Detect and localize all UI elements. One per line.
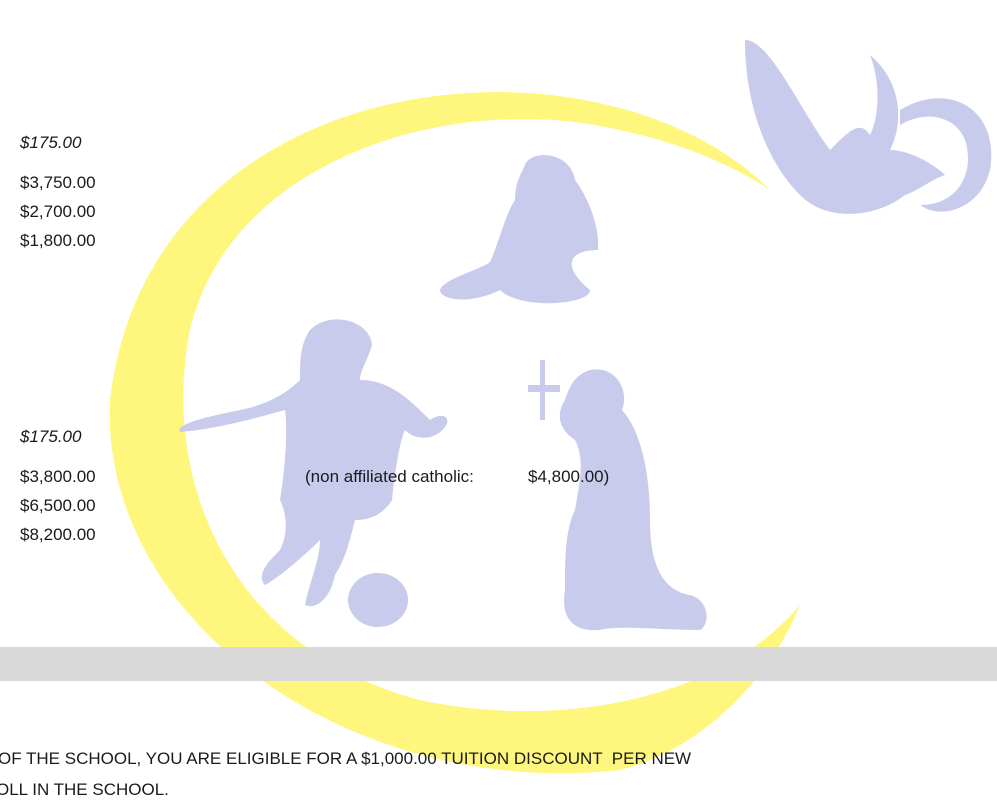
tuition-amount: $6,500.00: [20, 496, 96, 516]
background-art: [0, 0, 997, 803]
reading-child: [440, 155, 598, 303]
tuition-amount: $1,800.00: [20, 231, 96, 251]
tuition-amount: $3,750.00: [20, 173, 96, 193]
tuition-amount: $3,800.00: [20, 467, 96, 487]
note-label: (non affiliated catholic:: [305, 467, 474, 487]
discount-line: OLL IN THE SCHOOL.: [0, 780, 169, 800]
silhouettes: [179, 40, 991, 630]
dove: [745, 40, 945, 214]
registration-fee: $175.00: [20, 133, 81, 153]
section-divider: [0, 647, 997, 681]
praying-child: [528, 360, 707, 630]
discount-line: OF THE SCHOOL, YOU ARE ELIGIBLE FOR A $1…: [0, 749, 691, 769]
tuition-amount: $2,700.00: [20, 202, 96, 222]
ball: [348, 573, 408, 627]
note-value: $4,800.00): [528, 467, 609, 487]
halo: [900, 98, 991, 211]
page: $175.00 $3,750.00 $2,700.00 $1,800.00 $1…: [0, 0, 997, 803]
tuition-amount: $8,200.00: [20, 525, 96, 545]
registration-fee: $175.00: [20, 427, 81, 447]
